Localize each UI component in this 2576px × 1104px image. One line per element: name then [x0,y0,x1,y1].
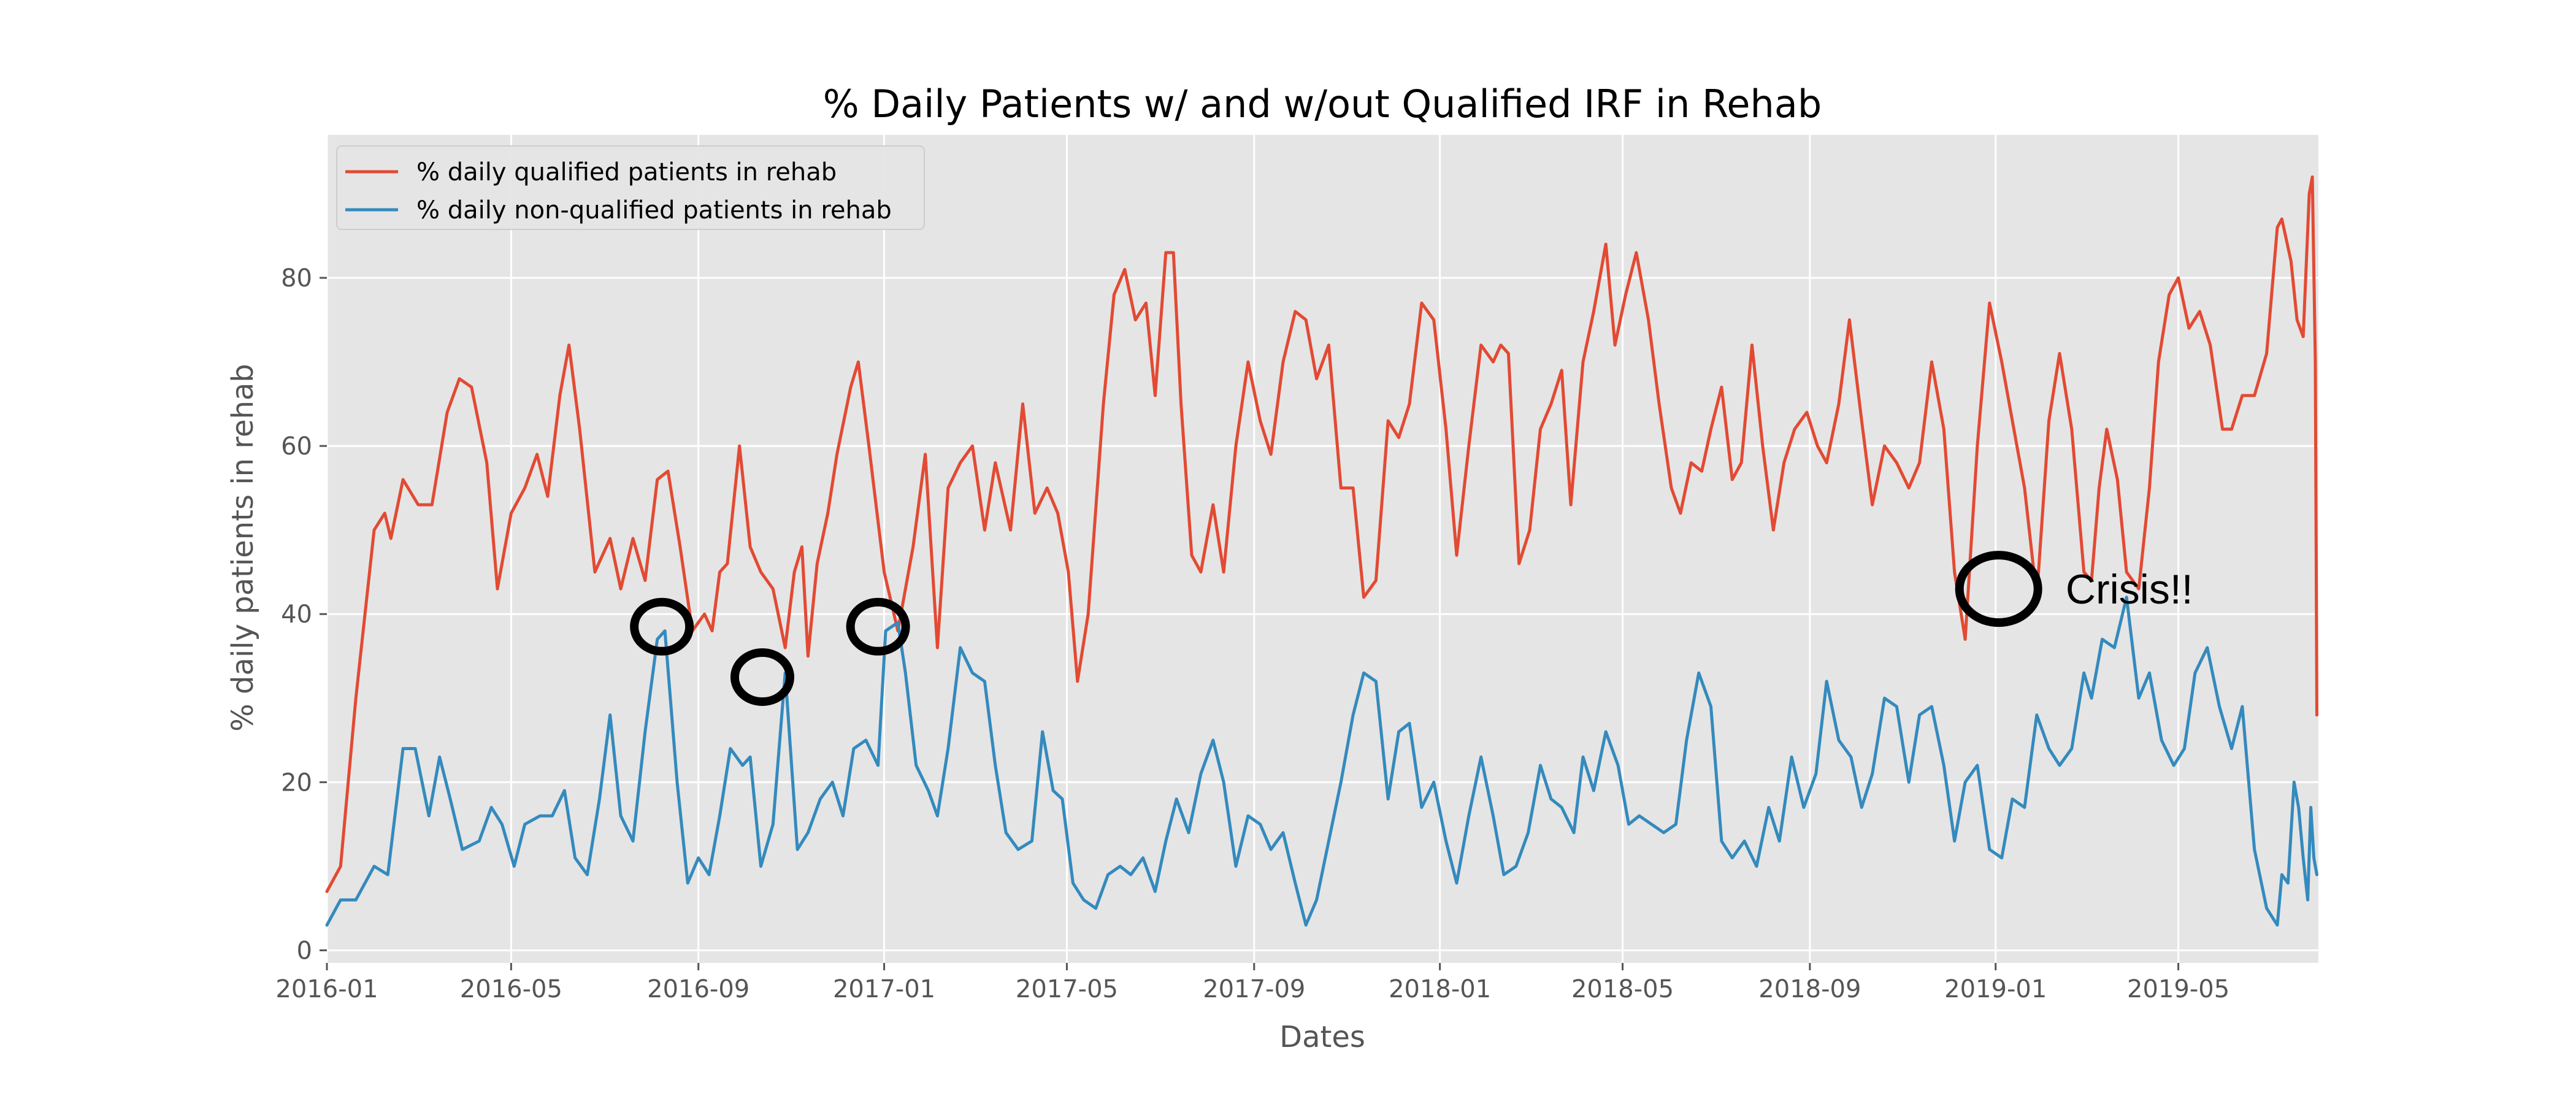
x-tick-label: 2019-01 [1944,975,2047,1003]
x-tick-label: 2017-09 [1203,975,1305,1003]
x-axis-label: Dates [1279,1020,1365,1054]
x-tick-label: 2017-01 [833,975,935,1003]
highlight-circle [1955,551,2042,627]
x-tick-label: 2018-05 [1571,975,1674,1003]
y-tick-label: 20 [281,769,312,797]
highlight-circle [846,597,910,656]
legend-label: % daily qualified patients in rehab [416,158,837,186]
legend-box [336,145,925,230]
y-tick-label: 40 [281,600,312,629]
y-tick-label: 80 [281,264,312,293]
crisis-annotation: Crisis!! [2066,566,2193,613]
x-tick-label: 2018-09 [1758,975,1861,1003]
legend-label: % daily non-qualified patients in rehab [416,196,892,224]
highlight-circle [630,597,694,656]
y-tick-label: 60 [281,432,312,461]
plot-area [327,135,2318,963]
x-tick-label: 2016-05 [460,975,562,1003]
x-tick-label: 2018-01 [1389,975,1491,1003]
x-tick-label: 2019-05 [2127,975,2229,1003]
x-tick-label: 2016-09 [647,975,749,1003]
x-tick-label: 2016-01 [275,975,378,1003]
x-tick-label: 2017-05 [1016,975,1118,1003]
highlight-circle [730,648,794,707]
qualified-series-line [325,175,2318,893]
chart-title: % Daily Patients w/ and w/out Qualified … [823,82,1822,126]
non-qualified-series-line [325,596,2318,927]
y-axis-label: % daily patients in rehab [226,364,260,732]
y-tick-label: 0 [297,937,312,965]
